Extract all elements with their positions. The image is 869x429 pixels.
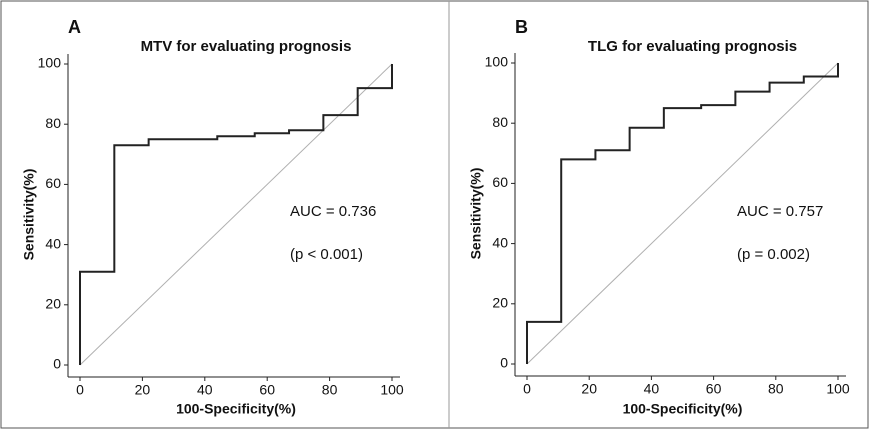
x-tick-label: 0	[76, 382, 84, 398]
y-tick-label: 80	[45, 115, 61, 131]
reference-line	[526, 62, 839, 365]
x-tick-label: 100	[826, 381, 850, 397]
annotation: (p < 0.001)	[290, 246, 363, 263]
x-tick-label: 40	[644, 381, 660, 397]
annotation: AUC = 0.757	[737, 203, 823, 220]
x-tick-label: 80	[322, 382, 338, 398]
y-tick-label: 60	[492, 174, 508, 190]
chart-title: MTV for evaluating prognosis	[141, 38, 352, 55]
y-tick-label: 0	[53, 356, 61, 372]
y-tick-label: 100	[38, 55, 62, 71]
x-tick-label: 60	[259, 382, 275, 398]
x-axis-label: 100-Specificity(%)	[623, 401, 743, 417]
x-tick-label: 80	[768, 381, 784, 397]
roc-curve	[526, 63, 839, 364]
y-axis-label: Sensitivity(%)	[468, 168, 484, 260]
x-tick-label: 20	[135, 382, 151, 398]
panel-label: A	[68, 17, 81, 37]
y-tick-label: 60	[45, 175, 61, 191]
annotation: (p = 0.002)	[737, 246, 810, 263]
chart-title: TLG for evaluating prognosis	[588, 38, 797, 55]
x-tick-label: 40	[197, 382, 213, 398]
y-tick-label: 100	[485, 54, 509, 70]
x-tick-label: 20	[581, 381, 597, 397]
y-tick-label: 20	[492, 295, 508, 311]
x-tick-label: 0	[523, 381, 531, 397]
annotation: AUC = 0.736	[290, 203, 376, 220]
y-axis-label: Sensitivity(%)	[21, 169, 37, 261]
reference-line	[79, 63, 393, 366]
y-tick-label: 40	[45, 235, 61, 251]
panel-label: B	[515, 17, 528, 37]
y-tick-label: 0	[500, 355, 508, 371]
x-axis-label: 100-Specificity(%)	[176, 401, 296, 417]
x-tick-label: 60	[706, 381, 722, 397]
y-tick-label: 20	[45, 296, 61, 312]
roc-curve	[79, 64, 393, 365]
y-tick-label: 40	[492, 234, 508, 250]
x-tick-label: 100	[380, 382, 404, 398]
y-tick-label: 80	[492, 114, 508, 130]
